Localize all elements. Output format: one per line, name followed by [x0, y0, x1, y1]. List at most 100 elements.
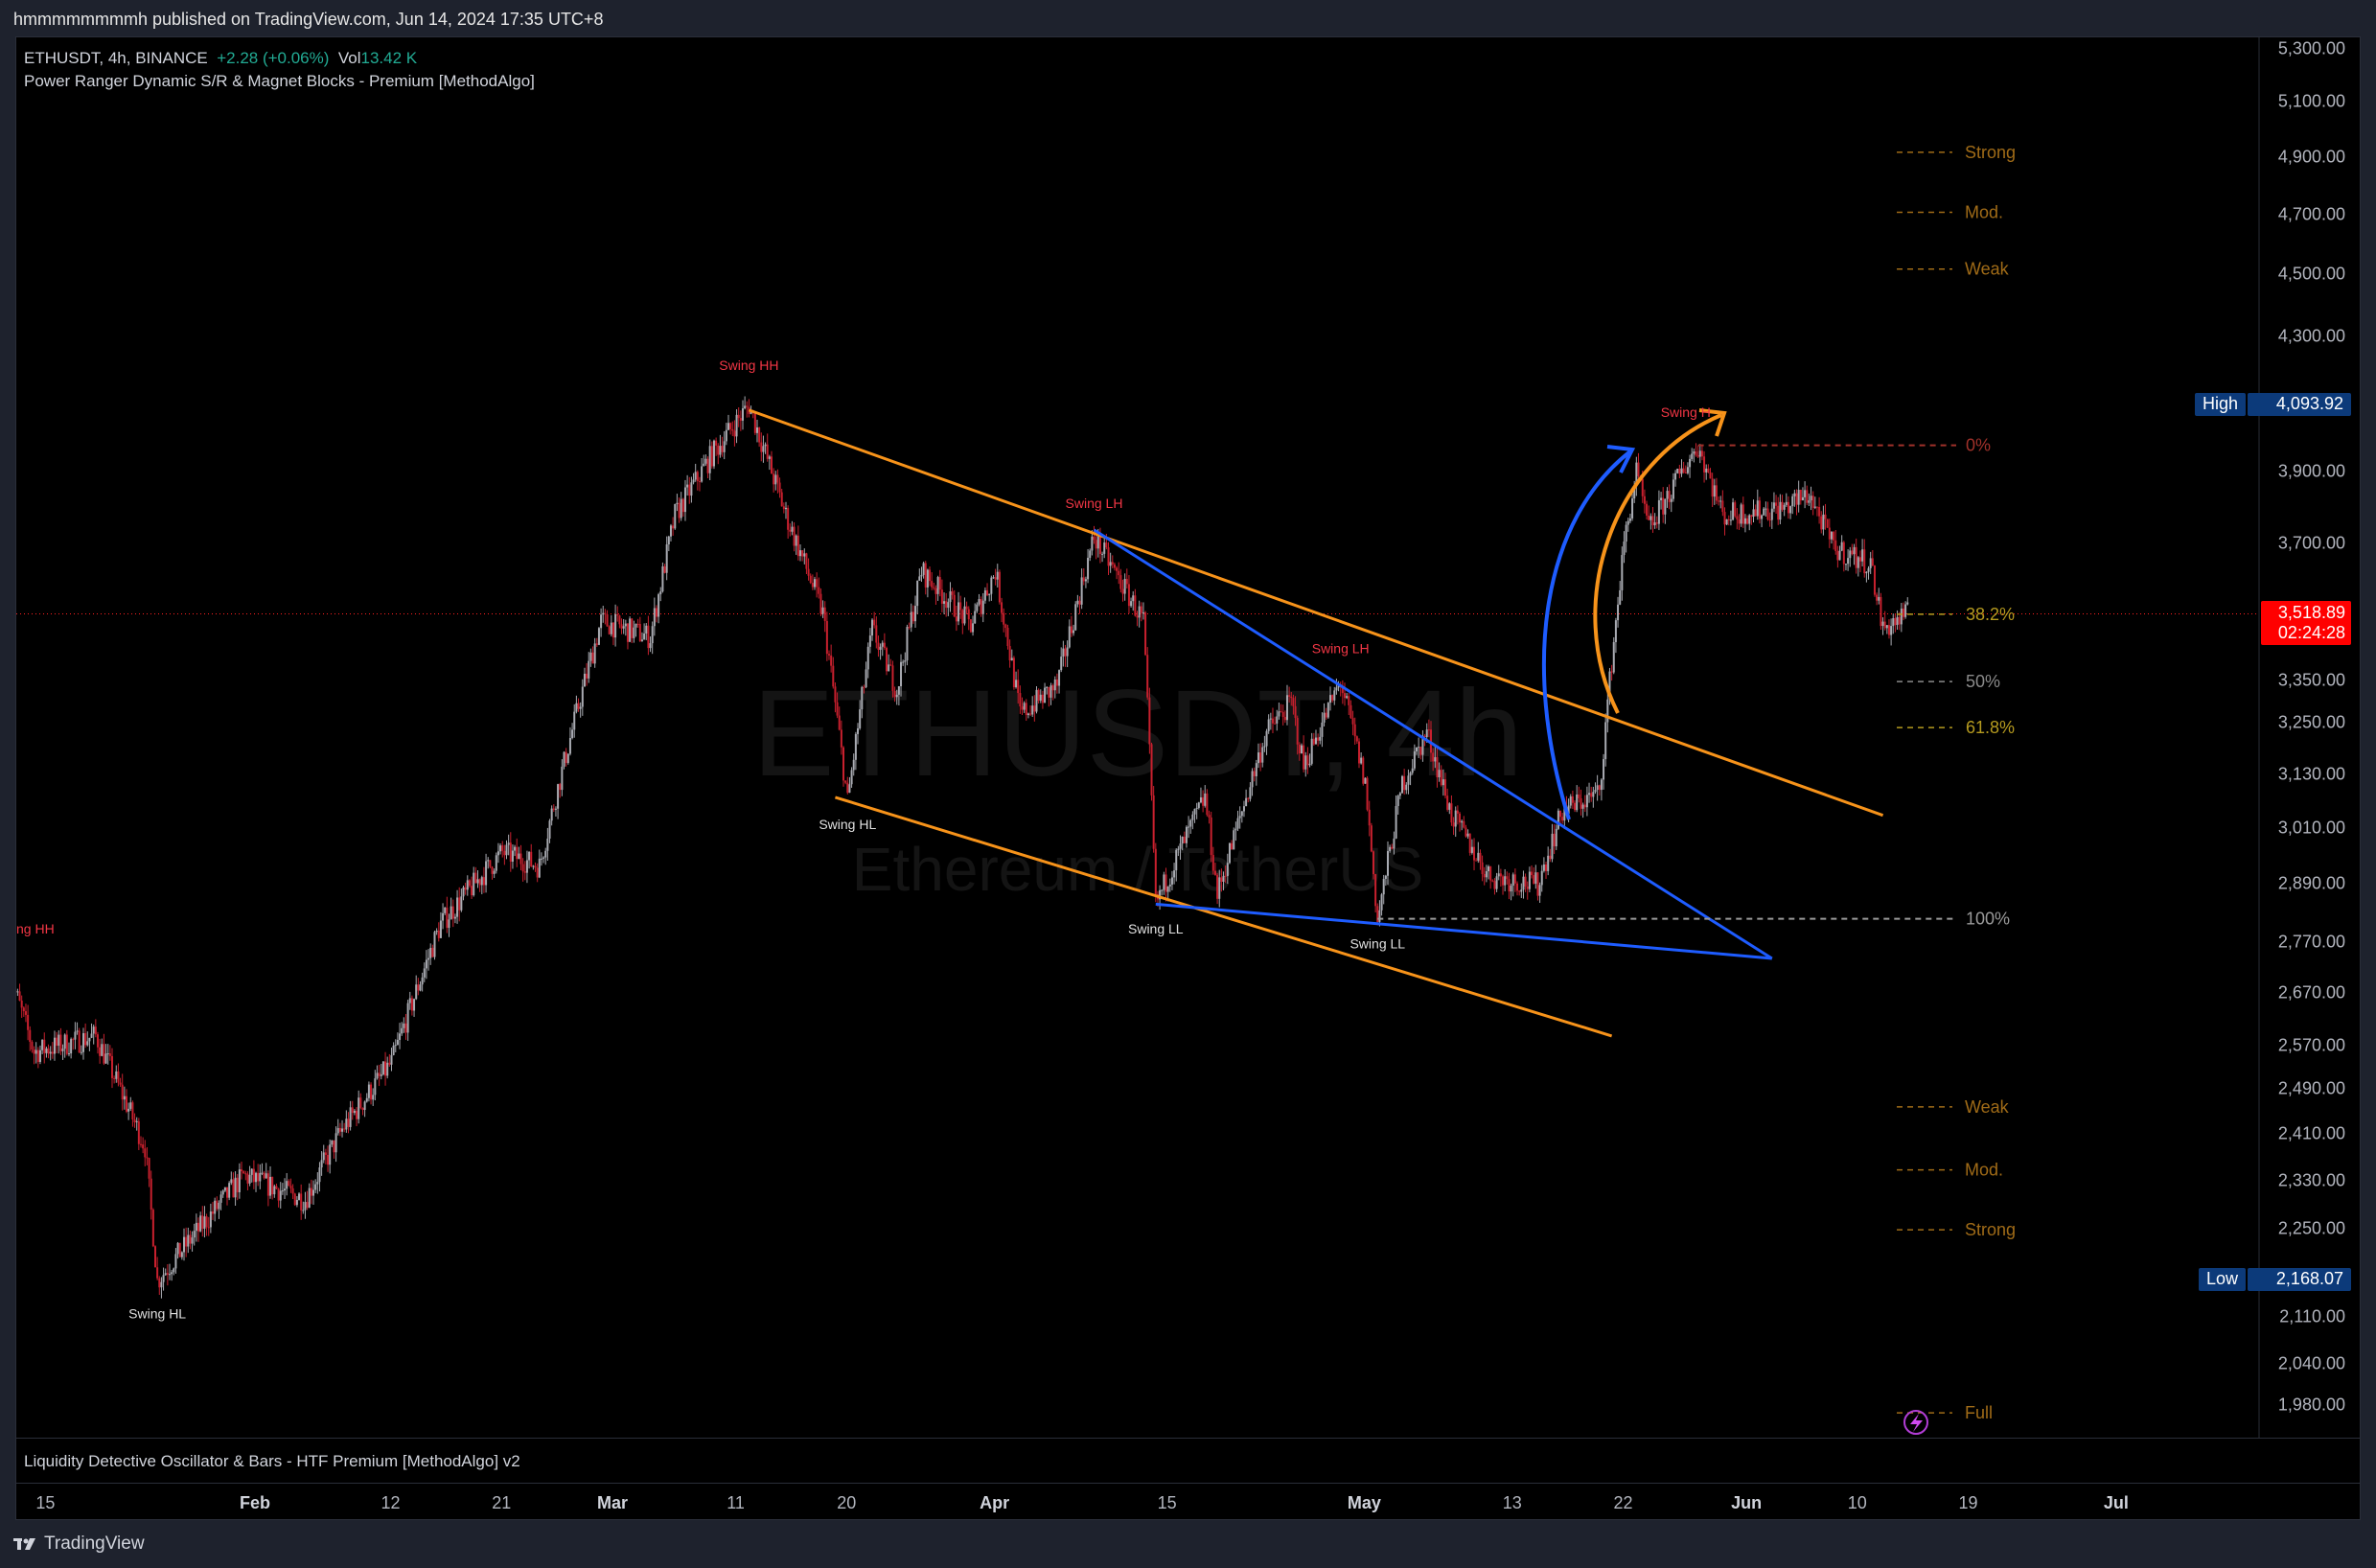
candle: [1341, 686, 1344, 694]
candle: [1202, 796, 1205, 806]
time-tick-label: Feb: [240, 1493, 271, 1512]
candle: [1626, 520, 1629, 525]
candle: [1516, 883, 1519, 891]
candle: [1553, 833, 1556, 847]
candle: [1635, 462, 1638, 487]
candle: [1576, 794, 1579, 811]
candle: [219, 1194, 222, 1203]
candle: [629, 618, 632, 642]
candle: [1003, 612, 1005, 625]
candle: [703, 463, 705, 467]
candle: [978, 599, 980, 605]
candle: [532, 865, 535, 867]
candle: [1087, 557, 1090, 580]
candle: [1044, 687, 1047, 703]
candle: [1723, 512, 1726, 525]
candle: [859, 709, 862, 728]
candle: [739, 418, 742, 421]
candle: [1549, 855, 1552, 860]
candle: [1280, 711, 1282, 713]
price-chart[interactable]: ETHUSDT, 4h Ethereum / TetherUS 0% 38.2% 50%…: [16, 37, 2362, 1439]
time-tick-label: 20: [837, 1493, 857, 1512]
candle: [934, 588, 937, 594]
candle: [525, 860, 528, 873]
candle: [721, 446, 724, 452]
candle: [1050, 685, 1052, 698]
candle: [1403, 775, 1406, 791]
candle: [1281, 711, 1284, 718]
candle: [782, 506, 785, 510]
candle: [1213, 870, 1216, 875]
candle: [1442, 779, 1444, 786]
candle: [848, 784, 851, 794]
candle: [380, 1074, 382, 1076]
candle: [1349, 704, 1352, 719]
candle: [24, 1011, 27, 1015]
candle: [308, 1188, 311, 1209]
candle: [1787, 501, 1789, 514]
candle: [1709, 472, 1712, 479]
candle: [1046, 686, 1049, 688]
candle: [1625, 524, 1627, 542]
candle: [286, 1181, 288, 1189]
candle: [655, 608, 657, 617]
time-axis[interactable]: 15 Feb 12 21 Mar 11 20 Apr 15 May 13 22 Jun 10 19 Jul: [15, 1483, 2361, 1521]
oscillator-label[interactable]: Liquidity Detective Oscillator & Bars - …: [24, 1452, 520, 1470]
candle: [191, 1237, 194, 1244]
candle: [1317, 737, 1320, 741]
candle: [507, 842, 510, 845]
candle: [1822, 514, 1825, 530]
candle: [331, 1140, 334, 1145]
candle: [80, 1051, 82, 1053]
candle: [1434, 757, 1437, 762]
candle: [667, 536, 670, 544]
candle: [252, 1168, 255, 1183]
candle: [1331, 695, 1334, 701]
candle: [103, 1044, 105, 1064]
candle: [142, 1144, 145, 1149]
candle: [471, 886, 473, 896]
candle: [1325, 712, 1327, 718]
candle: [448, 919, 450, 929]
candle: [633, 627, 635, 638]
candle: [1189, 819, 1192, 827]
candle: [1274, 723, 1277, 725]
candle: [688, 484, 691, 496]
time-tick-label: 12: [381, 1493, 401, 1512]
blue-trendline: [1155, 902, 1772, 960]
candle: [156, 1267, 159, 1279]
candle: [1173, 870, 1176, 878]
candle: [741, 408, 744, 421]
candle: [904, 659, 907, 662]
candle: [437, 930, 440, 938]
candle: [1468, 833, 1471, 853]
candle: [651, 626, 654, 644]
chart-pane[interactable]: ETHUSDT, 4h Ethereum / TetherUS 0% 38.2% 50%…: [15, 36, 2361, 1520]
oscillator-pane[interactable]: Liquidity Detective Oscillator & Bars - …: [15, 1438, 2361, 1483]
candle: [1148, 697, 1151, 745]
candle: [1337, 684, 1340, 688]
symbol-info[interactable]: ETHUSDT, 4h, BINANCE: [24, 49, 208, 67]
candle: [404, 1023, 407, 1033]
candle: [799, 550, 802, 557]
candle: [1098, 534, 1101, 555]
candle: [234, 1177, 237, 1198]
candle: [499, 845, 502, 852]
candle: [70, 1039, 73, 1054]
indicator-name[interactable]: Power Ranger Dynamic S/R & Magnet Blocks…: [24, 72, 535, 90]
candle: [1499, 873, 1502, 877]
candle: [333, 1140, 335, 1153]
candle: [347, 1118, 350, 1127]
candle: [158, 1278, 161, 1288]
candle: [178, 1242, 181, 1257]
candle: [842, 747, 845, 781]
candle: [908, 627, 911, 629]
candle: [1161, 889, 1164, 891]
candle: [218, 1202, 220, 1210]
candle: [1409, 772, 1412, 776]
candle: [1413, 750, 1416, 769]
candle: [1008, 646, 1011, 661]
candle: [1058, 670, 1061, 686]
candle: [386, 1062, 389, 1076]
candle: [1489, 866, 1492, 881]
